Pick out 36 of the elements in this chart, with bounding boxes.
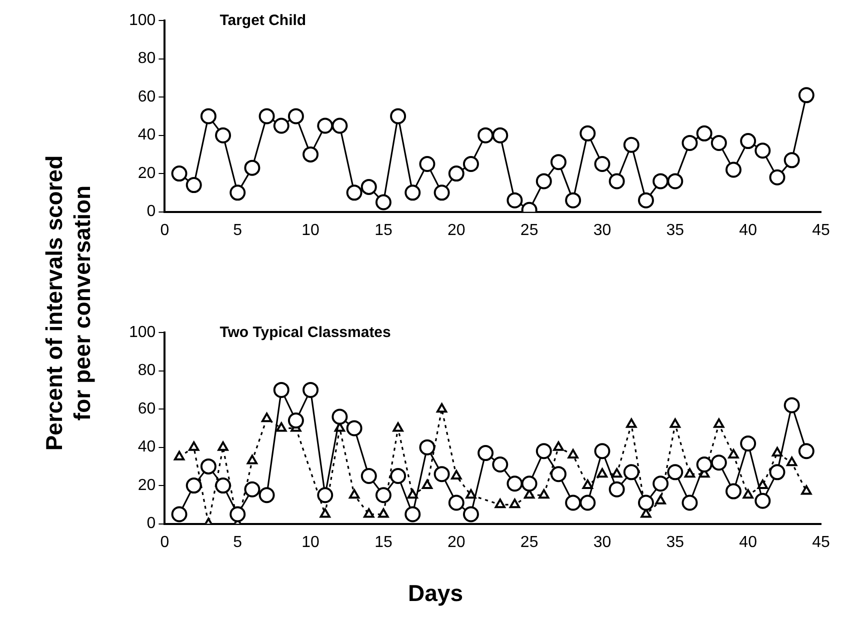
x-tick-label: 5 [233,534,242,551]
x-tick-label: 25 [520,222,538,239]
x-tick-label: 45 [812,222,830,239]
x-tick-label: 20 [447,222,466,239]
x-tick-label: 5 [233,222,242,239]
y-tick-label: 60 [138,88,156,106]
y-tick-label: 100 [128,12,156,30]
y-axis-title: Percent of intervals scored for peer conversation [40,154,96,453]
x-tick-label: 10 [302,222,320,239]
x-tick-label: 40 [739,222,758,239]
y-tick-label: 80 [138,362,156,380]
y-tick-label: 20 [138,164,156,182]
x-tick-label: 10 [302,534,320,551]
x-tick-label: 35 [666,534,684,551]
x-tick-label: 0 [160,222,170,239]
x-tick-label: 15 [374,222,392,239]
y-tick-label: 0 [146,203,156,220]
x-tick-label: 15 [374,534,392,551]
x-tick-label: 0 [160,534,170,551]
x-tick-label: 30 [593,534,612,551]
x-tick-label: 35 [666,222,684,239]
y-tick-label: 40 [138,126,156,144]
chart-title: Two Typical Classmates [220,324,391,342]
x-tick-label: 30 [593,222,612,239]
y-tick-label: 60 [138,400,156,418]
y-tick-label: 20 [138,476,156,494]
y-tick-label: 40 [138,438,156,456]
x-tick-label: 45 [812,534,830,551]
chart-title: Target Child [220,12,306,30]
y-tick-label: 80 [138,50,156,68]
x-axis-title: Days [408,580,463,607]
x-tick-label: 25 [520,534,538,551]
x-tick-label: 40 [739,534,758,551]
y-tick-label: 0 [146,515,156,532]
x-tick-label: 20 [447,534,466,551]
y-tick-label: 100 [128,324,156,342]
